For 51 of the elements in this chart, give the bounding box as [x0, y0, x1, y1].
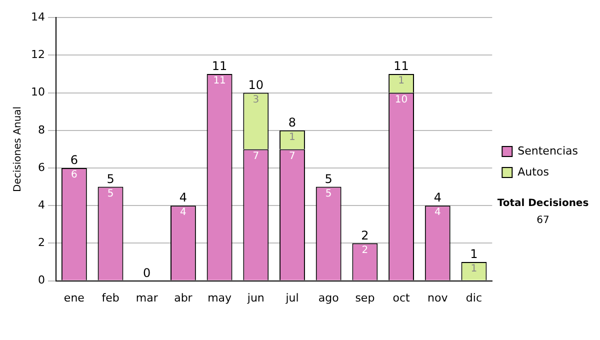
x-tick-label: oct — [392, 291, 411, 304]
text: Total Decisiones — [496, 198, 590, 209]
data-label: 1 — [470, 264, 478, 275]
legend-label: Sentencias — [518, 144, 578, 158]
x-tick-label: mar — [136, 291, 158, 304]
total-label: 0 — [143, 266, 151, 280]
data-label: 2 — [362, 244, 368, 256]
data-label: 1 — [398, 76, 404, 87]
data-label: 5 — [107, 188, 114, 200]
x-tick-label: abr — [174, 291, 193, 304]
total-label: 11 — [212, 59, 228, 74]
total-label: 10 — [248, 78, 264, 92]
total-label: 8 — [288, 116, 296, 130]
total-label: 4 — [179, 190, 188, 205]
y-tick-label: 2 — [38, 236, 45, 250]
total-label: 4 — [434, 190, 442, 205]
total-label: 5 — [324, 172, 332, 186]
y-axis-title: Decisiones Anual — [12, 106, 24, 192]
total-label: 2 — [361, 228, 369, 242]
x-tick-label: jul — [284, 291, 299, 304]
y-tick-label: 0 — [38, 274, 45, 287]
x-tick-label: jun — [246, 291, 264, 304]
data-label: 5 — [325, 188, 332, 200]
data-label: 10 — [394, 94, 408, 106]
total-label: 6 — [70, 153, 78, 168]
y-tick-label: 12 — [30, 48, 45, 62]
x-tick-label: ene — [64, 291, 85, 304]
text: 67 — [536, 215, 550, 226]
y-tick-label: 8 — [38, 123, 45, 136]
x-tick-label: may — [208, 291, 232, 304]
data-label: 11 — [213, 76, 226, 87]
x-tick-label: ago — [318, 291, 340, 304]
y-tick-label: 4 — [38, 198, 45, 212]
data-label: 7 — [252, 150, 260, 162]
total-label: 1 — [470, 247, 478, 262]
y-tick-label: 14 — [30, 10, 45, 24]
data-label: 6 — [70, 170, 78, 181]
data-label: 4 — [434, 207, 441, 218]
data-label: 1 — [289, 132, 296, 143]
x-tick-label: feb — [102, 291, 120, 304]
data-label: 3 — [252, 94, 260, 106]
x-tick-label: dic — [466, 291, 482, 304]
y-tick-label: 10 — [30, 86, 45, 99]
total-label: 11 — [394, 59, 409, 74]
data-label: 7 — [289, 150, 296, 162]
y-tick-label: 6 — [38, 160, 45, 174]
total-label: 5 — [106, 172, 114, 186]
x-tick-label: sep — [355, 291, 375, 304]
legend-label: Autos — [518, 165, 550, 178]
data-label: 4 — [180, 207, 186, 218]
x-tick-label: nov — [428, 291, 448, 304]
